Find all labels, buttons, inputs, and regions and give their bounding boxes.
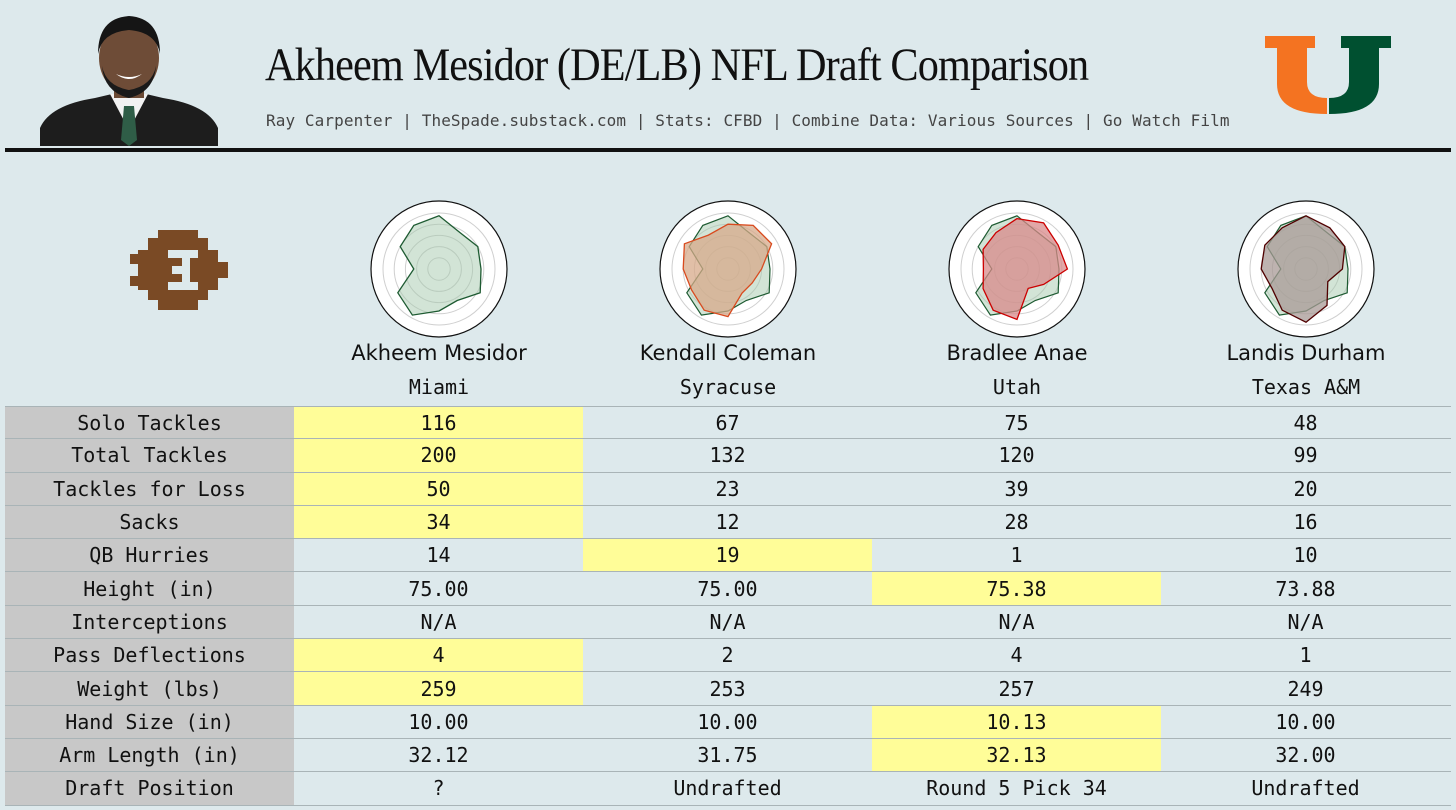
row-label: Draft Position xyxy=(5,772,294,805)
table-cell: N/A xyxy=(1287,609,1324,634)
table-cell: 31.75 xyxy=(697,743,758,768)
table-cell: 34 xyxy=(294,505,583,539)
table-row: Interceptions N/A N/A N/A N/A xyxy=(5,605,1451,640)
table-cell: 259 xyxy=(294,672,583,705)
row-label: Arm Length (in) xyxy=(5,738,294,772)
table-cell: 19 xyxy=(583,539,872,572)
table-cell: 16 xyxy=(1293,510,1318,535)
player-photo xyxy=(40,10,218,146)
radar-chart-mesidor xyxy=(370,200,508,338)
header-divider xyxy=(5,148,1451,152)
radar-chart-durham xyxy=(1237,200,1375,338)
table-cell: N/A xyxy=(420,609,457,634)
table-cell: N/A xyxy=(709,609,746,634)
table-row: Weight (lbs) 259 253 257 249 xyxy=(5,672,1451,706)
radar-grid-ring xyxy=(382,212,496,326)
table-cell: ? xyxy=(432,776,445,801)
player-school-mesidor: Miami xyxy=(408,375,470,399)
row-label: Sacks xyxy=(5,505,294,539)
table-cell: Undrafted xyxy=(1251,776,1360,801)
spade-pixel-icon xyxy=(130,230,228,310)
radar-grid-ring xyxy=(960,212,1074,326)
radar-grid-ring xyxy=(1249,212,1363,326)
table-cell: 10.13 xyxy=(872,705,1161,738)
table-cell: 249 xyxy=(1287,676,1324,701)
radar-chart-coleman xyxy=(659,200,797,338)
table-cell: 4 xyxy=(1010,643,1023,668)
table-cell: 120 xyxy=(998,443,1035,468)
player-name-anae: Bradlee Anae xyxy=(946,341,1088,365)
page-subtitle: Ray Carpenter | TheSpade.substack.com | … xyxy=(266,111,1230,130)
table-cell: Undrafted xyxy=(673,776,782,801)
player-name-durham: Landis Durham xyxy=(1226,341,1386,365)
radar-series xyxy=(1260,215,1346,323)
table-cell: 75.00 xyxy=(697,576,758,601)
row-label: Height (in) xyxy=(5,572,294,605)
radar-series xyxy=(397,215,482,316)
table-cell: 10.00 xyxy=(408,709,469,734)
comparison-table: Solo Tackles 116 67 75 48 Total Tackles 200 132… xyxy=(5,406,1451,806)
table-cell: 75.38 xyxy=(872,572,1161,605)
table-cell: 116 xyxy=(294,407,583,439)
player-school-durham: Texas A&M xyxy=(1251,375,1361,399)
row-label: Hand Size (in) xyxy=(5,705,294,738)
row-label: QB Hurries xyxy=(5,539,294,572)
table-row: Solo Tackles 116 67 75 48 xyxy=(5,406,1451,440)
radar-chart-anae xyxy=(948,200,1086,338)
table-row: Tackles for Loss 50 23 39 20 xyxy=(5,472,1451,506)
table-cell: 28 xyxy=(1004,510,1029,535)
table-cell: 99 xyxy=(1293,443,1318,468)
row-label: Total Tackles xyxy=(5,439,294,472)
table-cell: 10.00 xyxy=(1275,709,1336,734)
table-row: Pass Deflections 4 2 4 1 xyxy=(5,639,1451,673)
radar-grid-ring xyxy=(671,212,785,326)
table-row: Total Tackles 200 132 120 99 xyxy=(5,439,1451,473)
table-cell: 32.13 xyxy=(872,738,1161,772)
table-row: Hand Size (in) 10.00 10.00 10.13 10.00 xyxy=(5,705,1451,739)
table-cell: Round 5 Pick 34 xyxy=(926,776,1107,801)
row-label: Tackles for Loss xyxy=(5,472,294,505)
table-cell: 32.00 xyxy=(1275,743,1336,768)
table-cell: 20 xyxy=(1293,476,1318,501)
table-cell: 12 xyxy=(715,510,740,535)
miami-logo xyxy=(1263,34,1393,114)
table-cell: 14 xyxy=(426,543,451,568)
radar-series xyxy=(682,223,773,318)
table-cell: 73.88 xyxy=(1275,576,1336,601)
table-row: Arm Length (in) 32.12 31.75 32.13 32.00 xyxy=(5,738,1451,773)
table-cell: 4 xyxy=(294,639,583,672)
table-cell: 67 xyxy=(715,410,740,435)
table-cell: 132 xyxy=(709,443,746,468)
row-label: Interceptions xyxy=(5,605,294,639)
table-cell: N/A xyxy=(998,609,1035,634)
table-cell: 50 xyxy=(294,472,583,505)
table-cell: 23 xyxy=(715,476,740,501)
table-cell: 200 xyxy=(294,439,583,472)
table-cell: 32.12 xyxy=(408,743,469,768)
row-label: Pass Deflections xyxy=(5,639,294,672)
table-row: Sacks 34 12 28 16 xyxy=(5,505,1451,540)
table-cell: 75.00 xyxy=(408,576,469,601)
row-label: Solo Tackles xyxy=(5,407,294,439)
table-cell: 10.00 xyxy=(697,709,758,734)
table-cell: 2 xyxy=(721,643,734,668)
table-cell: 48 xyxy=(1293,410,1318,435)
player-name-mesidor: Akheem Mesidor xyxy=(351,341,527,365)
table-cell: 10 xyxy=(1293,543,1318,568)
player-school-anae: Utah xyxy=(992,375,1042,399)
table-cell: 1 xyxy=(1299,643,1312,668)
player-school-coleman: Syracuse xyxy=(679,375,777,399)
table-row: QB Hurries 14 19 1 10 xyxy=(5,539,1451,573)
table-cell: 75 xyxy=(1004,410,1029,435)
player-name-coleman: Kendall Coleman xyxy=(639,341,817,365)
radar-series xyxy=(982,217,1069,321)
table-cell: 253 xyxy=(709,676,746,701)
page-title: Akheem Mesidor (DE/LB) NFL Draft Compari… xyxy=(265,39,1089,91)
table-cell: 1 xyxy=(1010,543,1023,568)
table-row: Height (in) 75.00 75.00 75.38 73.88 xyxy=(5,572,1451,606)
row-label: Weight (lbs) xyxy=(5,672,294,705)
table-cell: 39 xyxy=(1004,476,1029,501)
table-cell: 257 xyxy=(998,676,1035,701)
table-row: Draft Position? Undrafted Round 5 Pick 34 U… xyxy=(5,772,1451,806)
